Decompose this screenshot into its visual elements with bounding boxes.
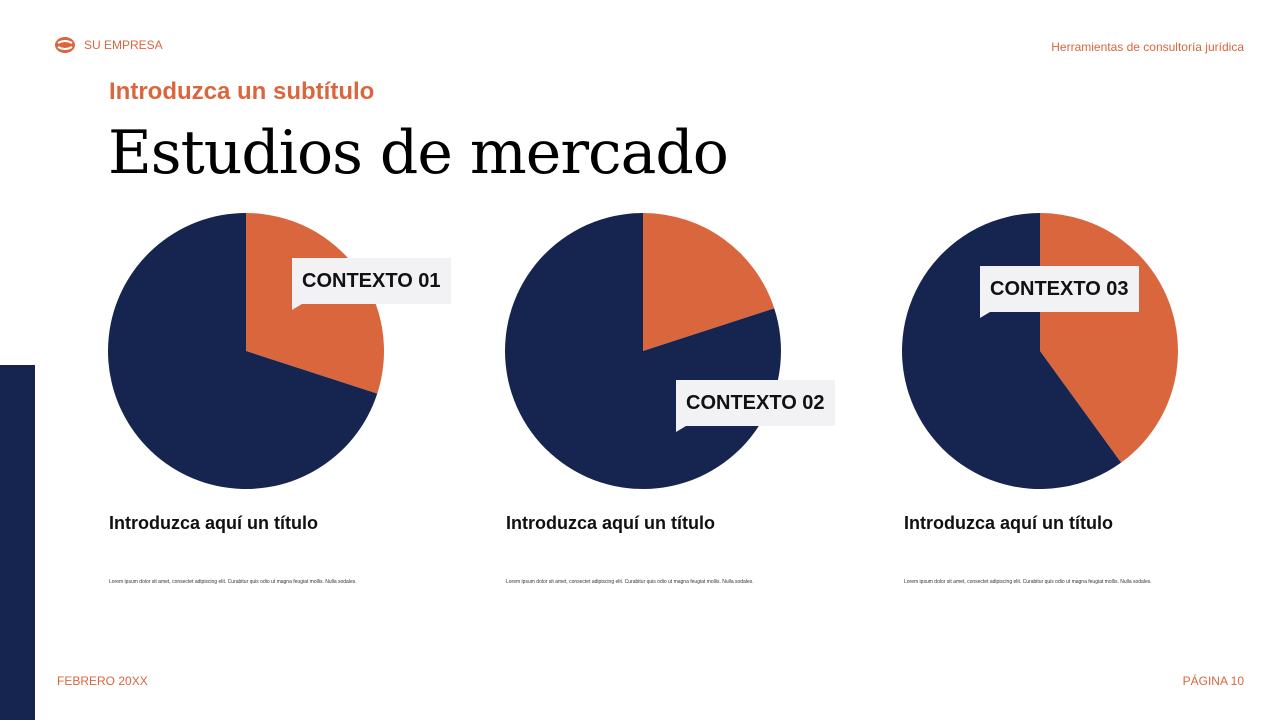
card-body-2: Lorem ipsum dolor sit amet, consectet ad… — [506, 579, 754, 585]
card-title-1: Introduzca aquí un título — [109, 513, 318, 533]
callout-3: CONTEXTO 03 — [980, 266, 1139, 318]
company-logo: SU EMPRESA — [54, 36, 163, 54]
subtitle: Introduzca un subtítulo — [109, 78, 375, 105]
company-name: SU EMPRESA — [84, 38, 163, 52]
card-title-2: Introduzca aquí un título — [506, 513, 715, 533]
pie-2-slice-1 — [643, 213, 775, 351]
header-tool-name: Herramientas de consultoría jurídica — [1051, 40, 1244, 54]
card-title-3: Introduzca aquí un título — [904, 513, 1113, 533]
card-body-3: Lorem ipsum dolor sit amet, consectet ad… — [904, 579, 1152, 585]
callout-1: CONTEXTO 01 — [292, 258, 451, 310]
callout-2: CONTEXTO 02 — [676, 380, 835, 432]
card-body-1: Lorem ipsum dolor sit amet, consectet ad… — [109, 579, 357, 585]
page-title: Estudios de mercado — [108, 118, 729, 188]
footer-date: FEBRERO 20XX — [57, 674, 148, 688]
pie-3-slice-2 — [902, 213, 1122, 489]
pie-1-slice-2 — [108, 213, 378, 489]
footer-page-number: PÁGINA 10 — [1182, 674, 1244, 688]
logo-icon — [55, 37, 75, 53]
decorative-bar — [0, 365, 35, 720]
